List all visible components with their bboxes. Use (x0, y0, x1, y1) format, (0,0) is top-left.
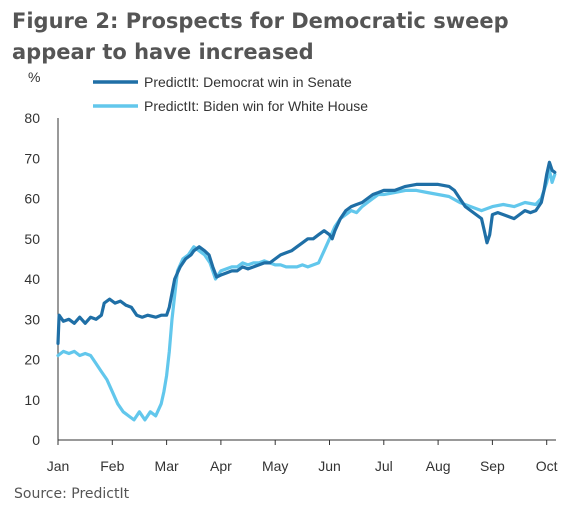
y-tick-label: 60 (24, 191, 40, 207)
x-tick-label: Apr (210, 458, 232, 474)
series-line-senate (56, 160, 557, 345)
y-axis-label: % (28, 69, 40, 85)
x-tick-label: Jun (318, 458, 341, 474)
series-layer (56, 160, 557, 422)
x-tick-label: May (262, 458, 288, 474)
x-tick-label: Feb (100, 458, 124, 474)
figure-title: Figure 2: Prospects for Democratic sweep… (12, 9, 509, 64)
x-tick-label: Jan (47, 458, 70, 474)
x-tick-label: Aug (426, 458, 451, 474)
y-tick-label: 50 (24, 231, 40, 247)
x-tick-label: Jul (375, 458, 393, 474)
legend-label: PredictIt: Biden win for White House (144, 98, 368, 114)
figure-source: Source: PredictIt (14, 486, 130, 502)
x-tick-label: Mar (155, 458, 179, 474)
legend-label: PredictIt: Democrat win in Senate (144, 74, 352, 90)
chart-axes: % 0 10 20 30 40 50 60 70 80 Jan Feb Mar Apr May Jun Jul A… (24, 69, 557, 474)
y-tick-label: 0 (32, 432, 40, 448)
x-tick-label: Oct (536, 458, 558, 474)
series-line-biden (56, 168, 557, 422)
y-tick-label: 10 (24, 392, 40, 408)
y-tick-label: 30 (24, 311, 40, 327)
y-tick-label: 80 (24, 110, 40, 126)
y-tick-label: 40 (24, 271, 40, 287)
y-tick-label: 20 (24, 352, 40, 368)
chart-legend: PredictIt: Democrat win in Senate Predict… (93, 74, 368, 114)
y-tick-label: 70 (24, 150, 40, 166)
x-tick-label: Sep (480, 458, 505, 474)
